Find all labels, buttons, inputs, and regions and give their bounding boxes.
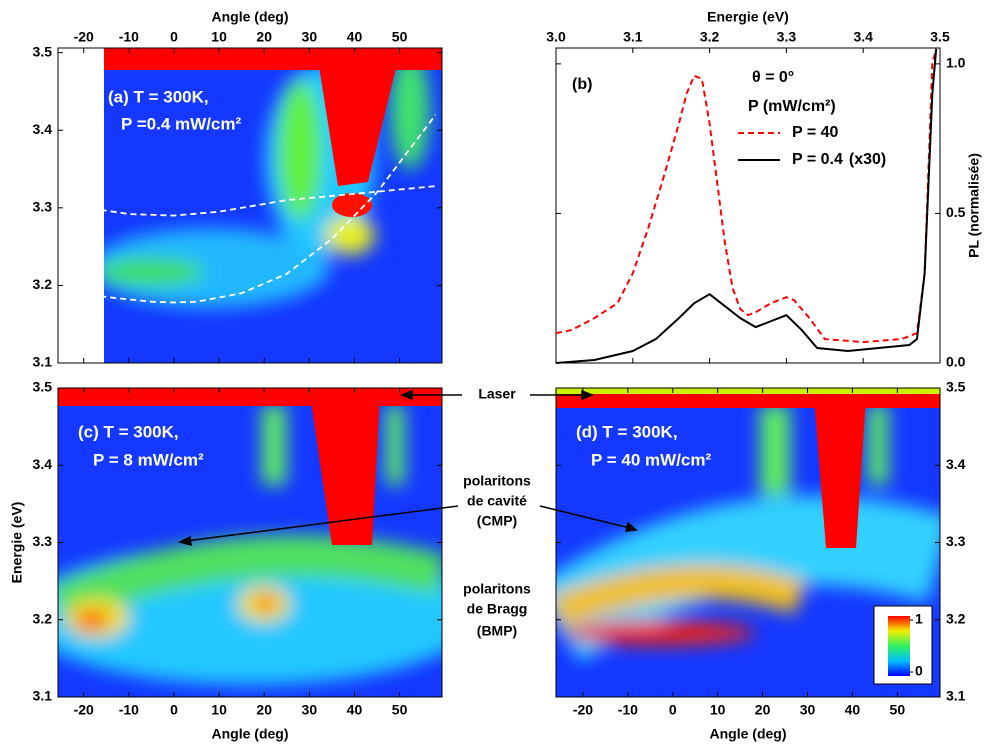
x-tick-label: -20 — [573, 702, 593, 718]
figure-annotation: (BMP) — [477, 623, 517, 639]
figure-annotation: de Bragg — [467, 601, 528, 617]
panel-annotation: P = 40 mW/cm² — [591, 450, 711, 469]
y-tick-label: 3.1 — [33, 688, 53, 704]
plot-frame — [555, 387, 941, 698]
y-tick-label: 3.5 — [33, 43, 53, 59]
x-tick-label: 50 — [890, 702, 906, 718]
x-tick-label: 50 — [392, 29, 408, 45]
legend-note: (x30) — [849, 151, 886, 168]
y-tick-label: 3.5 — [946, 379, 966, 395]
line-series — [60, 114, 437, 304]
y-tick-label: 3.3 — [946, 533, 966, 549]
figure-annotation: Laser — [478, 386, 516, 402]
x-tick-label: 40 — [845, 702, 861, 718]
y-tick-label: 3.4 — [946, 456, 966, 472]
colorbar-label: 0 — [915, 663, 923, 679]
y-tick-label: 1.0 — [946, 55, 966, 71]
x-tick-label: 20 — [256, 29, 272, 45]
y-tick-label: 3.1 — [946, 688, 966, 704]
legend-label: P = 0.4 — [792, 151, 843, 168]
x-tick-label: 3.5 — [930, 29, 950, 45]
x-tick-label: 3.4 — [853, 29, 873, 45]
x-tick-label: 20 — [755, 702, 771, 718]
y-tick-label: 3.3 — [33, 199, 53, 215]
x-tick-label: 30 — [302, 29, 318, 45]
panel-annotation: (c) T = 300K, — [78, 422, 179, 441]
x-tick-label: 3.2 — [700, 29, 720, 45]
x-tick-label: 0 — [170, 702, 178, 718]
panel-annotation: (d) T = 300K, — [576, 422, 678, 441]
x-tick-label: 3.1 — [623, 29, 643, 45]
plot-frame — [57, 387, 443, 698]
y-tick-label: 0.0 — [946, 354, 966, 370]
y-tick-label: 3.2 — [33, 276, 53, 292]
y-axis-label: Energie (eV) — [9, 502, 25, 584]
plot-frame — [555, 47, 941, 364]
y-axis-label: PL (normalisée) — [966, 153, 982, 258]
y-tick-label: 0.5 — [946, 204, 966, 220]
heatmap-a — [104, 48, 442, 363]
x-axis-label: Angle (deg) — [212, 9, 289, 25]
panel-annotation: (a) T = 300K, — [108, 87, 209, 106]
x-tick-label: 0 — [669, 702, 677, 718]
x-tick-label: 50 — [392, 702, 408, 718]
x-tick-label: -10 — [119, 29, 139, 45]
colorbar-label: 1 — [915, 611, 923, 627]
x-tick-label: 30 — [302, 702, 318, 718]
x-tick-label: 40 — [347, 702, 363, 718]
arrows — [177, 389, 638, 547]
x-tick-label: 3.0 — [546, 29, 566, 45]
y-tick-label: 3.2 — [946, 610, 966, 626]
heatmap-c — [58, 388, 442, 697]
y-tick-label: 3.4 — [33, 121, 53, 137]
line-series — [555, 48, 938, 344]
colorbar — [888, 616, 910, 676]
legend-label: P = 40 — [792, 124, 839, 141]
legend-title: P (mW/cm²) — [748, 98, 836, 115]
figure-annotation: polaritons — [463, 581, 531, 597]
x-tick-label: 10 — [211, 29, 227, 45]
y-tick-label: 3.3 — [33, 533, 53, 549]
y-tick-label: 3.2 — [33, 610, 53, 626]
x-tick-label: 40 — [347, 29, 363, 45]
x-tick-label: -20 — [74, 702, 94, 718]
figure-annotation: (CMP) — [477, 513, 517, 529]
panel-annotation: (b) — [572, 76, 592, 93]
x-tick-label: 30 — [800, 702, 816, 718]
line-series — [555, 48, 938, 364]
panel-annotation: P =0.4 mW/cm² — [121, 114, 241, 133]
plot-frame — [57, 47, 443, 364]
x-axis-label: Angle (deg) — [212, 726, 289, 742]
x-axis-label: Energie (eV) — [707, 9, 789, 25]
x-tick-label: 3.3 — [777, 29, 797, 45]
figure-annotation: polaritons — [463, 473, 531, 489]
y-tick-label: 3.4 — [33, 456, 53, 472]
x-tick-label: -10 — [618, 702, 638, 718]
x-tick-label: 10 — [710, 702, 726, 718]
panel-annotation: P = 8 mW/cm² — [93, 450, 204, 469]
x-tick-label: -20 — [74, 29, 94, 45]
legend-title: θ = 0° — [752, 69, 794, 86]
y-tick-label: 3.5 — [33, 379, 53, 395]
line-series — [61, 185, 436, 217]
figure-annotations: Laser polaritons de cavité (CMP) polaritons d… — [463, 386, 531, 639]
x-tick-label: -10 — [119, 702, 139, 718]
x-axis-label: Angle (deg) — [710, 726, 787, 742]
figure-annotation: de cavité — [467, 493, 527, 509]
y-tick-label: 3.1 — [33, 354, 53, 370]
x-tick-label: 20 — [256, 702, 272, 718]
x-tick-label: 0 — [170, 29, 178, 45]
x-tick-label: 10 — [211, 702, 227, 718]
